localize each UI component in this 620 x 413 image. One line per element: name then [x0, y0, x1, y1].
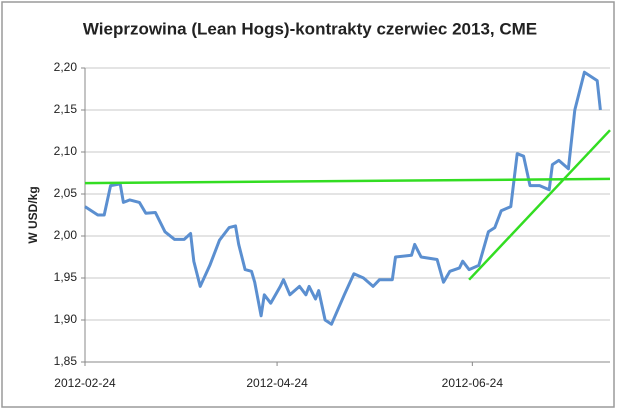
- y-tick-label: 2,05: [54, 186, 78, 200]
- y-tick-label: 1,85: [54, 354, 78, 368]
- y-tick-label: 2,20: [54, 60, 78, 74]
- trend-line: [84, 177, 611, 185]
- x-tick-label: 2012-06-24: [442, 376, 504, 390]
- y-axis-label: W USD/kg: [26, 186, 40, 243]
- chart-title: Wieprzowina (Lean Hogs)-kontrakty czerwi…: [83, 19, 537, 38]
- chart-frame: [1, 1, 615, 408]
- y-tick-label: 2,00: [54, 228, 78, 242]
- x-tick-label: 2012-04-24: [246, 376, 308, 390]
- y-tick-label: 2,10: [54, 144, 78, 158]
- y-tick-label: 2,15: [54, 102, 78, 116]
- y-tick-label: 1,95: [54, 270, 78, 284]
- x-tick-label: 2012-02-24: [54, 376, 116, 390]
- y-tick-label: 1,90: [54, 312, 78, 326]
- trend-line: [468, 129, 611, 281]
